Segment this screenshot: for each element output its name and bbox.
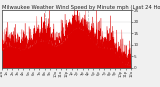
- Text: Milwaukee Weather Wind Speed by Minute mph (Last 24 Hours): Milwaukee Weather Wind Speed by Minute m…: [2, 5, 160, 10]
